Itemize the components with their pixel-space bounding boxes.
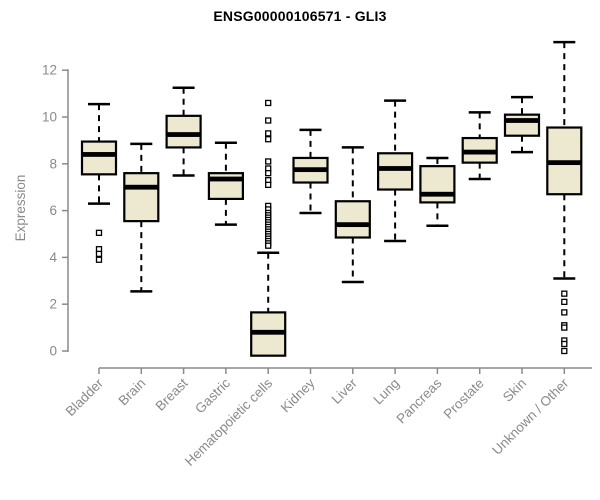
x-tick-label-unknown-other: Unknown / Other xyxy=(489,375,572,458)
chart-title: ENSG00000106571 - GLI3 xyxy=(213,8,387,24)
outlier-point-hematopoietic-cells xyxy=(265,158,272,165)
x-tick-label-lung: Lung xyxy=(370,376,402,408)
outlier-point-unknown-other xyxy=(561,298,568,306)
y-tick-label: 8 xyxy=(49,156,57,171)
median-line-kidney xyxy=(293,167,328,173)
y-tick-label: 2 xyxy=(49,297,57,312)
box-liver xyxy=(334,200,371,239)
median-line-unknown-other xyxy=(547,160,582,166)
x-tick-label-bladder: Bladder xyxy=(63,375,107,419)
median-line-skin xyxy=(505,118,539,123)
x-tick-label-pancreas: Pancreas xyxy=(394,375,445,426)
outlier-point-unknown-other xyxy=(561,347,568,355)
outlier-point-hematopoietic-cells xyxy=(265,117,272,124)
median-line-pancreas xyxy=(420,191,455,197)
median-line-prostate xyxy=(462,149,497,155)
outlier-point-bladder xyxy=(95,256,103,263)
median-line-lung xyxy=(378,166,413,171)
y-tick-label: 10 xyxy=(42,110,57,125)
x-tick-label-liver: Liver xyxy=(329,375,361,407)
outlier-point-bladder xyxy=(95,250,103,258)
box-brain xyxy=(123,172,160,223)
median-line-bladder xyxy=(82,152,116,157)
x-tick-label-gastric: Gastric xyxy=(192,375,233,416)
box-lung xyxy=(377,152,414,191)
median-line-brain xyxy=(124,184,159,190)
outlier-point-hematopoietic-cells xyxy=(265,130,272,137)
box-breast xyxy=(165,114,202,149)
y-tick-label: 4 xyxy=(49,250,57,265)
median-line-breast xyxy=(166,132,201,137)
x-tick-label-kidney: Kidney xyxy=(278,375,318,415)
outlier-point-unknown-other xyxy=(561,324,568,331)
outlier-point-hematopoietic-cells xyxy=(265,99,272,107)
box-bladder xyxy=(80,140,118,176)
x-tick-label-skin: Skin xyxy=(500,376,529,405)
outlier-point-hematopoietic-cells xyxy=(265,181,272,189)
median-line-gastric xyxy=(208,176,243,182)
outlier-point-unknown-other xyxy=(561,290,568,297)
box-pancreas xyxy=(419,165,456,204)
x-tick-label-prostate: Prostate xyxy=(441,376,487,422)
outlier-point-hematopoietic-cells xyxy=(265,170,272,177)
outlier-point-bladder xyxy=(95,229,103,236)
box-skin xyxy=(503,113,541,137)
outlier-point-unknown-other xyxy=(561,309,568,316)
outlier-point-unknown-other xyxy=(561,340,568,348)
median-line-liver xyxy=(335,222,370,228)
y-tick-label: 6 xyxy=(49,203,57,218)
y-tick-label: 0 xyxy=(49,344,57,359)
y-tick-label: 12 xyxy=(42,63,57,78)
x-tick-label-brain: Brain xyxy=(116,376,149,409)
median-line-hematopoietic-cells xyxy=(251,329,286,335)
outlier-point-hematopoietic-cells xyxy=(265,136,272,143)
outlier-point-hematopoietic-cells xyxy=(265,242,272,249)
x-tick-label-breast: Breast xyxy=(153,375,191,413)
